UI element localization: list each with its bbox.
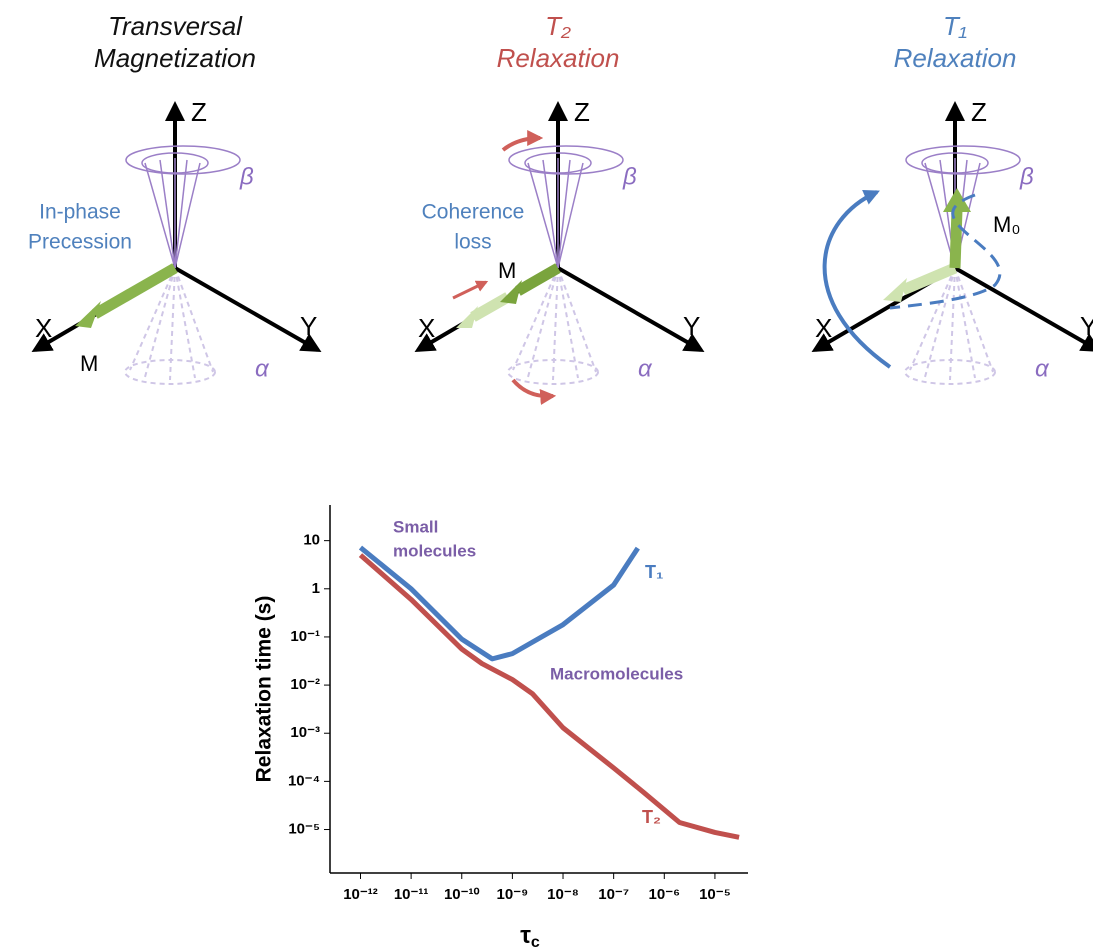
x-tick-label: 10⁻⁵ xyxy=(699,886,731,903)
annotation: molecules xyxy=(393,541,476,560)
axis-label: Z xyxy=(971,97,987,127)
vector-label: M₀ xyxy=(993,212,1020,237)
x-tick-label: 10⁻⁷ xyxy=(598,886,629,903)
cone-base xyxy=(125,360,215,384)
figure: TransversalMagnetization Z X Yβ α M In-phase Pr… xyxy=(0,0,1093,951)
x-tick-label: 10⁻⁹ xyxy=(497,886,529,903)
x-tick-label: 10⁻⁸ xyxy=(547,886,579,903)
vector-label: M xyxy=(498,258,516,283)
x-tick-label: 10⁻⁶ xyxy=(649,886,681,903)
note: In-phase xyxy=(39,201,121,224)
diagram-title: T₂ xyxy=(545,11,571,41)
y-axis xyxy=(955,268,1093,350)
cone-line xyxy=(558,163,583,268)
axis-label: Y xyxy=(1080,311,1093,341)
state-label: β xyxy=(622,163,637,190)
y-axis-label: Relaxation time (s) xyxy=(253,596,276,783)
state-label: β xyxy=(239,163,254,190)
cone-line xyxy=(175,268,195,378)
cone-line xyxy=(528,163,558,268)
y-tick-label: 10 xyxy=(303,532,320,549)
cone-base xyxy=(508,360,598,384)
cone-line xyxy=(553,268,558,380)
axis-label: Y xyxy=(683,311,700,341)
note: Precession xyxy=(28,231,132,254)
state-label: α xyxy=(255,355,270,382)
axis-label: Z xyxy=(574,97,590,127)
axis-label: X xyxy=(815,313,832,343)
vector xyxy=(95,268,175,314)
cone-line xyxy=(175,163,200,268)
annotation: Small xyxy=(393,517,438,536)
axis-label: Y xyxy=(300,311,317,341)
y-tick-label: 10⁻⁵ xyxy=(288,820,320,837)
cone-line xyxy=(955,268,993,372)
annotation: Macromolecules xyxy=(550,664,683,683)
axis-label: Z xyxy=(191,97,207,127)
cone-line xyxy=(170,268,175,380)
series-label: T₁ xyxy=(645,562,663,582)
diagram-title: Relaxation xyxy=(497,43,620,73)
note: loss xyxy=(454,231,491,254)
cone-line xyxy=(145,163,175,268)
cone-line xyxy=(558,268,596,372)
diagram-title: T₁ xyxy=(943,11,967,41)
y-tick-label: 10⁻⁴ xyxy=(288,772,320,789)
x-tick-label: 10⁻¹⁰ xyxy=(444,886,480,903)
axis-label: X xyxy=(35,313,52,343)
x-tick-label: 10⁻¹² xyxy=(343,886,378,903)
state-label: β xyxy=(1019,163,1034,190)
diagram-title: Magnetization xyxy=(94,43,256,73)
y-axis xyxy=(175,268,318,350)
vector-head xyxy=(456,306,478,328)
cone-base xyxy=(905,360,995,384)
vector-head xyxy=(500,280,522,304)
x-axis-label: τc xyxy=(520,922,540,951)
decay-arrow xyxy=(453,282,486,298)
y-axis xyxy=(558,268,701,350)
vector xyxy=(955,210,957,268)
y-tick-label: 1 xyxy=(312,580,320,597)
y-tick-label: 10⁻² xyxy=(290,676,320,693)
series-label: T₂ xyxy=(642,807,661,827)
state-label: α xyxy=(638,355,653,382)
x-label-symbol: τ xyxy=(520,922,531,949)
axis-label: X xyxy=(418,313,435,343)
series-line xyxy=(360,548,637,659)
cone-line xyxy=(558,268,578,378)
cone-line xyxy=(175,268,213,372)
state-label: α xyxy=(1035,355,1050,382)
cone-line xyxy=(543,160,558,268)
x-label-subscript: c xyxy=(531,934,540,951)
spread-arrow xyxy=(513,380,553,396)
y-tick-label: 10⁻¹ xyxy=(290,628,320,645)
y-tick-label: 10⁻³ xyxy=(290,724,320,741)
vector-label: M xyxy=(80,351,98,376)
x-tick-label: 10⁻¹¹ xyxy=(394,886,429,903)
cone-line xyxy=(160,160,175,268)
diagram-title: Transversal xyxy=(108,11,243,41)
diagram-title: Relaxation xyxy=(894,43,1017,73)
cone-line xyxy=(955,268,975,378)
cone-line xyxy=(950,268,955,380)
note: Coherence xyxy=(422,201,525,224)
